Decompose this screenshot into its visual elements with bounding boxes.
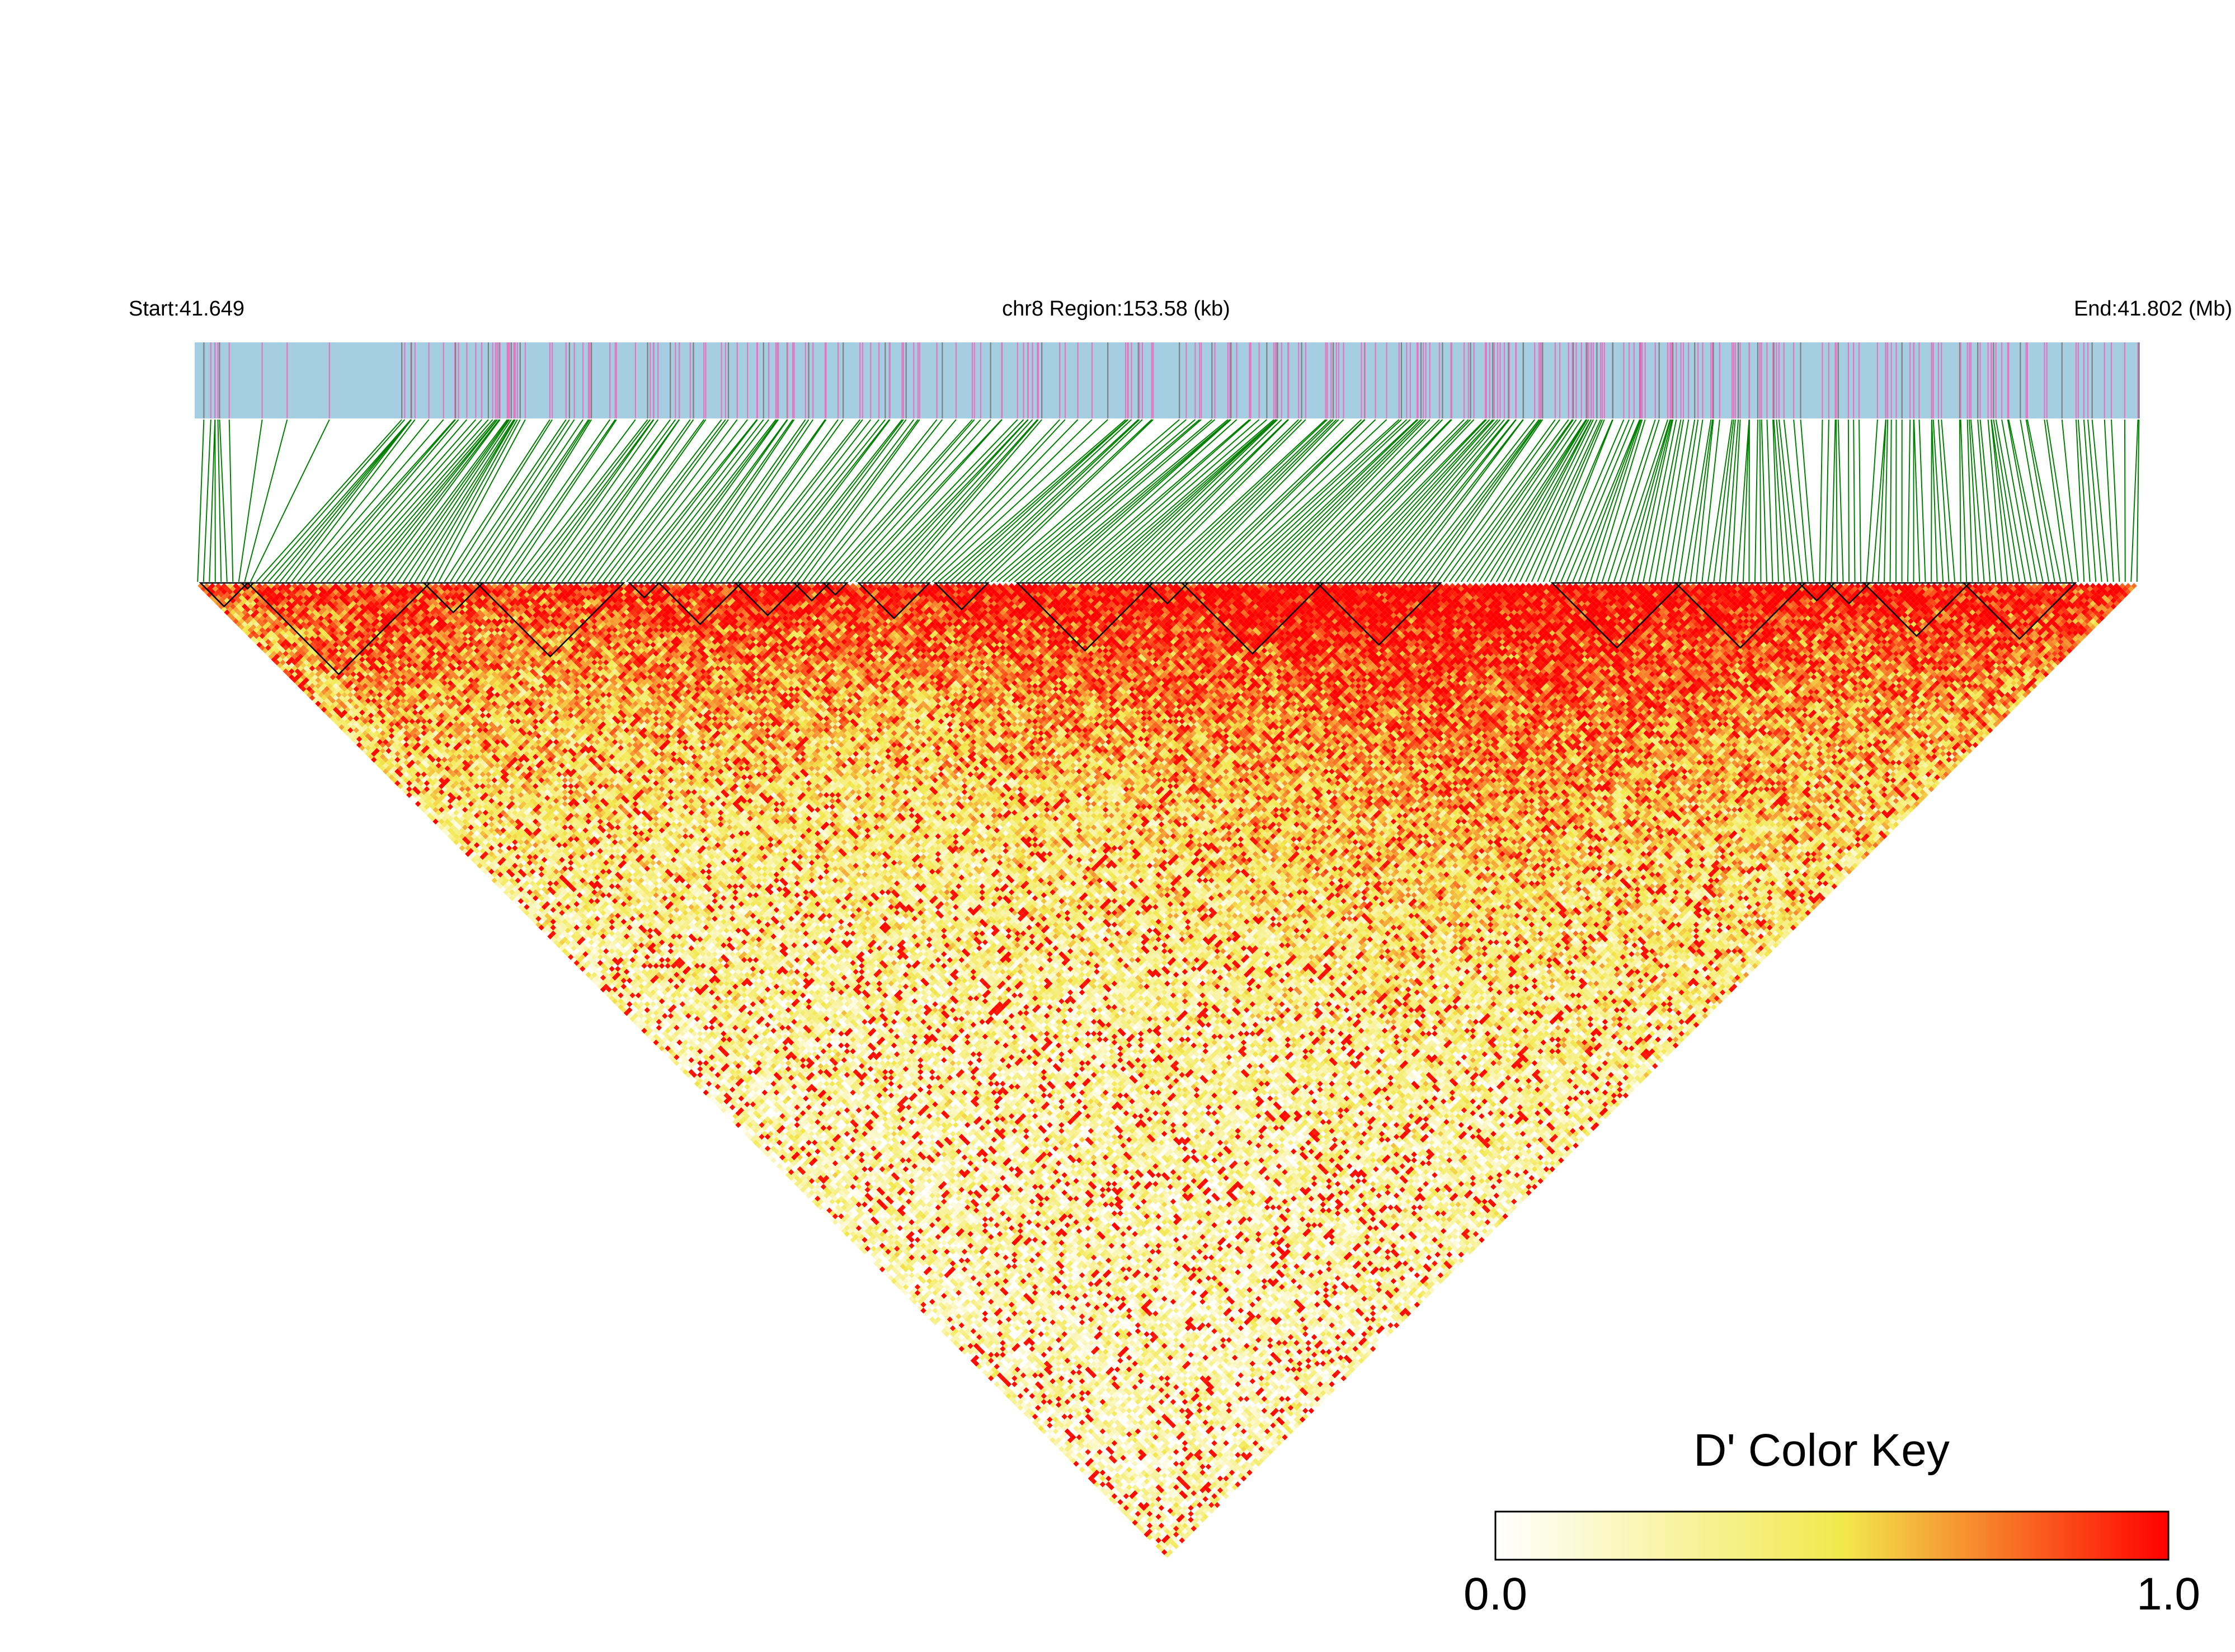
snp-connector-line xyxy=(1638,420,1673,582)
snp-connector-line xyxy=(1573,420,1640,582)
ld-heatmap xyxy=(197,583,2137,1558)
snp-connector-line xyxy=(1825,420,1829,582)
snp-connector-line xyxy=(685,420,794,582)
snp-connector-line xyxy=(1150,420,1326,582)
snp-connector-line xyxy=(1420,420,1540,582)
snp-connector-line xyxy=(1848,420,1849,582)
snp-connector-line xyxy=(1479,420,1586,582)
snp-connector-line xyxy=(1794,420,1808,582)
snp-connector-line xyxy=(1155,420,1327,582)
snp-connector-line xyxy=(1859,420,1861,582)
snp-connector-line xyxy=(627,420,757,582)
snp-connector-line xyxy=(356,420,496,582)
snp-connector-line xyxy=(1867,420,1878,582)
snp-connector-line xyxy=(1890,420,1891,582)
snp-connector-line xyxy=(1191,420,1362,582)
snp-connector-line xyxy=(1961,420,1967,582)
snp-connector-line xyxy=(2020,420,2049,582)
snp-connector-line xyxy=(691,420,806,582)
snp-connector-line xyxy=(503,420,615,582)
snp-connector-line xyxy=(1138,420,1302,582)
snp-connector-line xyxy=(868,420,1024,582)
snp-connector-line xyxy=(1690,420,1712,582)
snp-connector-line xyxy=(1685,420,1711,582)
snp-connector-line xyxy=(1931,420,1932,582)
snp-connector-line xyxy=(1968,420,1973,582)
snp-connector-line xyxy=(1461,420,1573,582)
snp-connector-line xyxy=(409,420,514,582)
snp-connector-line xyxy=(856,420,1002,582)
snp-connector-line xyxy=(1960,420,1961,582)
snp-connector-line xyxy=(1361,420,1500,582)
snp-connector-line xyxy=(550,420,671,582)
snp-connector-line xyxy=(1762,420,1767,582)
snp-connector-group xyxy=(197,420,2139,582)
snp-connector-line xyxy=(1767,420,1772,582)
snp-connector-line xyxy=(774,420,902,582)
snp-connector-line xyxy=(229,420,233,582)
snp-connector-line xyxy=(1244,420,1417,582)
snp-connector-line xyxy=(591,420,705,582)
snp-connector-line xyxy=(891,420,1038,582)
snp-connector-line xyxy=(1579,420,1640,582)
snp-connector-line xyxy=(1836,420,1837,582)
snp-connector-line xyxy=(1567,420,1634,582)
snp-connector-line xyxy=(1838,420,1843,582)
snp-connector-line xyxy=(944,420,1127,582)
snp-connector-line xyxy=(621,420,748,582)
snp-connector-line xyxy=(1203,420,1365,582)
snp-connector-line xyxy=(656,420,778,582)
snp-connector-line xyxy=(1760,420,1761,582)
snp-connector-line xyxy=(509,420,617,582)
snp-connector-line xyxy=(1832,420,1836,582)
snp-connector-line xyxy=(1853,420,1855,582)
snp-connector-line xyxy=(997,420,1186,582)
snp-connector-line xyxy=(1067,420,1251,582)
snp-connector-line xyxy=(2008,420,2043,582)
snp-connector-line xyxy=(350,420,492,582)
snp-connector-line xyxy=(1919,420,1925,582)
snp-connector-line xyxy=(262,420,405,582)
region-title: chr8 Region:153.58 (kb) xyxy=(1002,297,1230,321)
snp-connector-line xyxy=(1708,420,1732,582)
snp-connector-line xyxy=(544,420,658,582)
snp-connector-line xyxy=(2062,420,2078,582)
snp-connector-line xyxy=(345,420,488,582)
snp-connector-line xyxy=(768,420,890,582)
snp-connector-line xyxy=(515,420,636,582)
snp-connector-line xyxy=(1801,420,1814,582)
snp-connector-line xyxy=(280,420,411,582)
snp-connector-line xyxy=(956,420,1131,582)
snp-connector-line xyxy=(403,420,511,582)
snp-connector-line xyxy=(562,420,680,582)
snp-connector-line xyxy=(1755,420,1758,582)
snp-connector-line xyxy=(397,420,509,582)
snp-connector-line xyxy=(1784,420,1802,582)
snp-connector-line xyxy=(1914,420,1919,582)
snp-connector-line xyxy=(1743,420,1749,582)
snp-connector-line xyxy=(197,420,204,582)
snp-connector-line xyxy=(1302,420,1464,582)
snp-connector-line xyxy=(1602,420,1655,582)
snp-connector-line xyxy=(1620,420,1670,582)
snp-connector-line xyxy=(303,420,443,582)
snp-connector-line xyxy=(697,420,808,582)
snp-connector-line xyxy=(1969,420,1978,582)
snp-connector-line xyxy=(1820,420,1823,582)
end-position-label: End:41.802 (Mb) xyxy=(2074,297,2232,321)
snp-connector-line xyxy=(468,420,574,582)
snp-connector-line xyxy=(1908,420,1910,582)
snp-connector-line xyxy=(1267,420,1426,582)
start-position-label: Start:41.649 xyxy=(129,297,244,321)
snp-connector-line xyxy=(1779,420,1796,582)
snp-connector-line xyxy=(256,420,402,582)
